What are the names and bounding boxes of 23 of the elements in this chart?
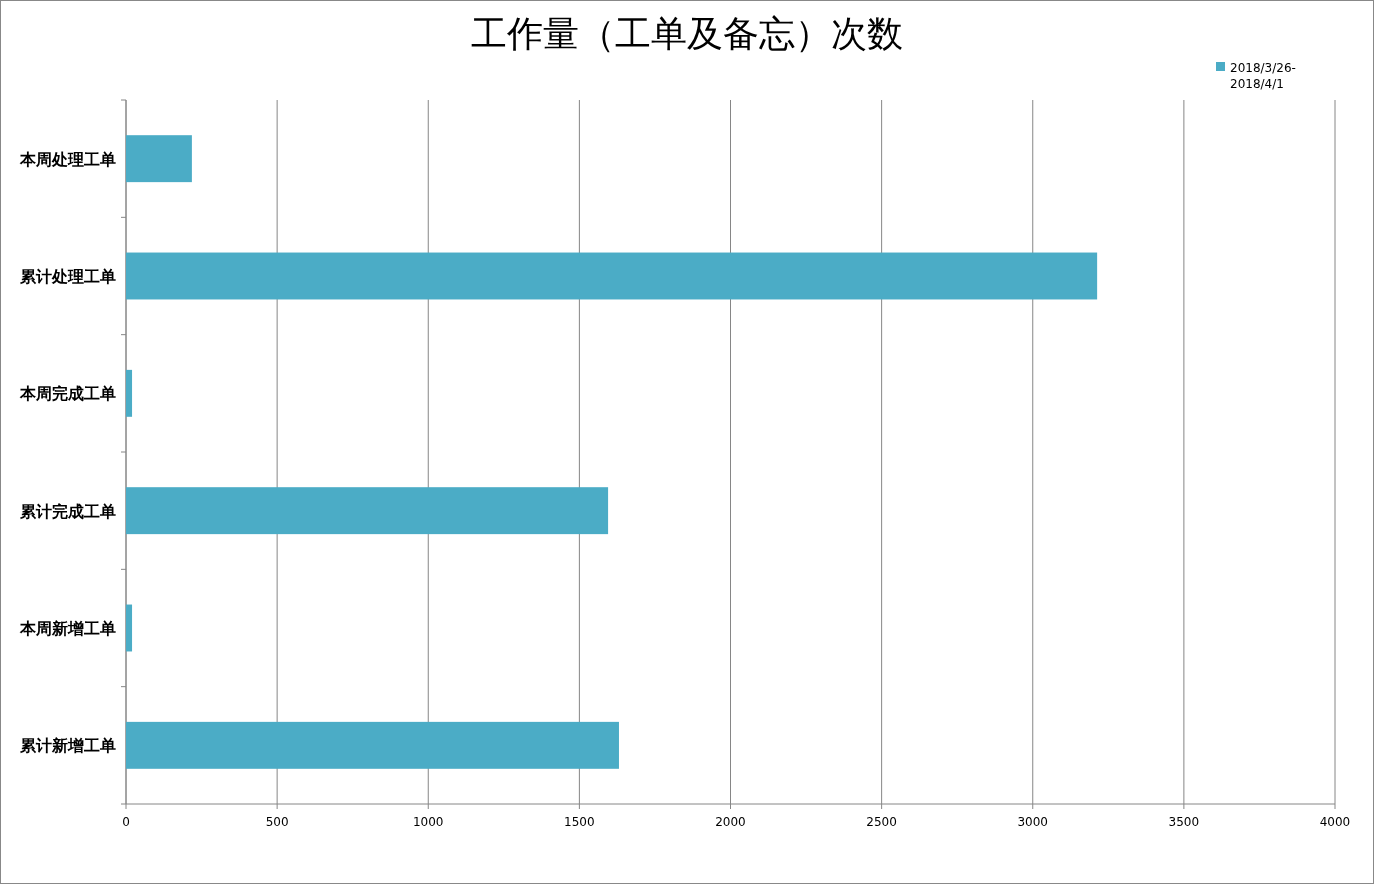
y-tick-label: 累计新增工单 — [19, 736, 116, 756]
y-tick-label: 累计完成工单 — [19, 501, 116, 521]
x-tick-label: 1000 — [412, 815, 444, 829]
bar — [126, 369, 133, 417]
x-tick-label: 3000 — [1017, 815, 1049, 829]
legend-label: 2018/3/26-2018/4/1 — [1230, 61, 1296, 91]
y-tick-label: 累计处理工单 — [19, 267, 116, 286]
x-tick-label: 3500 — [1168, 815, 1200, 829]
y-tick-label: 本周处理工单 — [19, 149, 116, 169]
bar — [126, 135, 192, 183]
y-tick-label: 本周完成工单 — [19, 384, 116, 404]
x-tick-label: 1500 — [564, 815, 595, 829]
bar — [126, 604, 133, 652]
chart-title: 工作量（工单及备忘）次数 — [471, 13, 903, 54]
x-tick-label: 0 — [122, 815, 130, 829]
x-tick-label: 2000 — [715, 815, 746, 829]
bar — [126, 252, 1098, 300]
y-tick-label: 本周新增工单 — [19, 619, 116, 638]
x-tick-label: 500 — [265, 815, 289, 829]
bar — [126, 721, 619, 769]
x-tick-label: 2500 — [866, 815, 897, 829]
x-tick-label: 4000 — [1319, 815, 1351, 829]
bar — [126, 487, 609, 535]
